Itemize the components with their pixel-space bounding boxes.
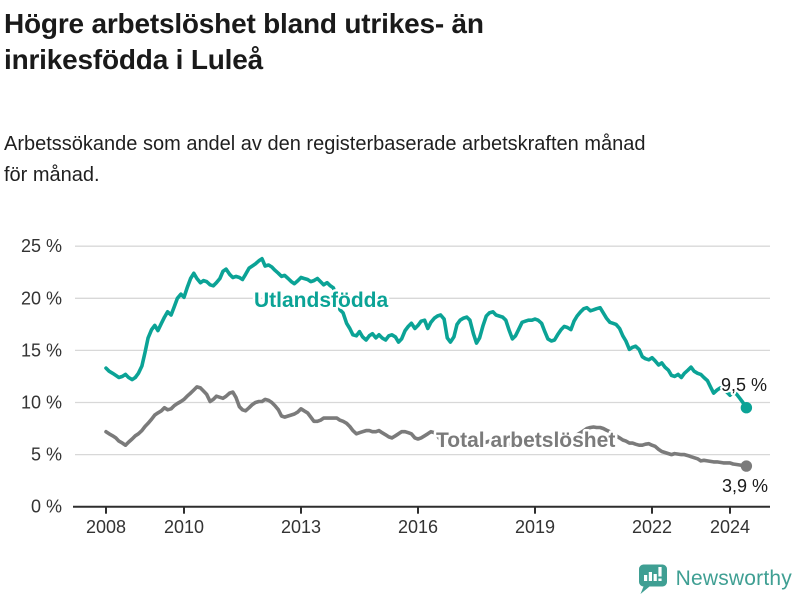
series-end-value-total-arbetsl-shet: 3,9 % [722, 476, 768, 496]
page-subtitle-line-2: för månad. [4, 164, 100, 186]
series-line-utlandsf-dda [104, 256, 749, 410]
x-axis-tick-label: 2024 [710, 517, 750, 537]
x-axis-tick-label: 2013 [281, 517, 321, 537]
bar-chart-glyph [643, 567, 662, 581]
series-label-total-arbetsl-shet: Total arbetslöshet [436, 429, 615, 452]
page-subtitle: Arbetssökande som andel av den registerb… [4, 129, 794, 191]
page-subtitle-line-1: Arbetssökande som andel av den registerb… [4, 133, 646, 155]
newsworthy-logo-icon [638, 564, 667, 594]
series-line-total-arbetsl-shet [104, 385, 749, 468]
brand-name: Newsworthy [675, 567, 792, 590]
x-axis-tick-label: 2010 [164, 517, 204, 537]
series-label-utlandsf-dda: Utlandsfödda [254, 289, 388, 312]
x-axis-tick-label: 2022 [632, 517, 672, 537]
speech-bubble-shape [638, 564, 667, 594]
y-axis-tick-label: 15 % [21, 340, 62, 360]
y-axis-tick-label: 10 % [21, 393, 62, 413]
page-title-line-2: inrikesfödda i Luleå [4, 44, 263, 75]
page-title: Högre arbetslöshet bland utrikes- än inr… [4, 6, 784, 78]
y-axis-tick-label: 20 % [21, 288, 62, 308]
x-axis-tick-label: 2008 [86, 517, 126, 537]
y-axis-tick-label: 25 % [21, 236, 62, 256]
y-axis-tick-label: 5 % [31, 445, 62, 465]
series-end-dot-utlandsf-dda [740, 402, 753, 414]
series-end-dot-total-arbetsl-shet [740, 460, 753, 472]
x-axis-tick-label: 2019 [515, 517, 555, 537]
y-axis-tick-label: 0 % [31, 497, 62, 517]
series-end-value-utlandsf-dda: 9,5 % [721, 375, 767, 395]
chart-header: Högre arbetslöshet bland utrikes- än inr… [4, 6, 784, 78]
footer: Newsworthy [636, 562, 792, 596]
page-title-line-1: Högre arbetslöshet bland utrikes- än [4, 8, 484, 39]
x-axis-tick-label: 2016 [398, 517, 438, 537]
